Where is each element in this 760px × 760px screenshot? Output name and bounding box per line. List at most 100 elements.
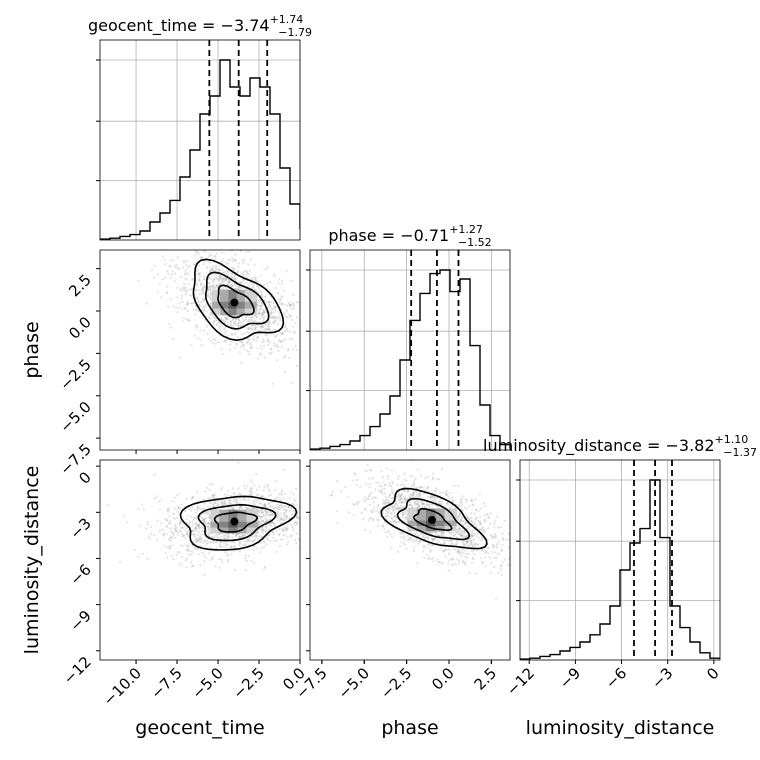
sample-point	[178, 563, 181, 567]
sample-point	[158, 508, 161, 511]
sample-point	[230, 324, 233, 327]
sample-point	[475, 517, 478, 520]
sample-point	[169, 547, 172, 550]
sample-point	[463, 530, 466, 534]
sample-point	[273, 321, 276, 324]
sample-point	[184, 544, 188, 548]
sample-point	[462, 540, 466, 543]
sample-point	[415, 494, 418, 497]
sample-point	[497, 526, 500, 529]
sample-point	[202, 299, 205, 302]
sample-point	[228, 279, 231, 282]
sample-point	[471, 557, 474, 560]
sample-point	[391, 491, 394, 494]
sample-point	[254, 538, 257, 542]
sample-point	[455, 536, 458, 539]
sample-point	[262, 316, 265, 319]
sample-point	[470, 512, 473, 515]
sample-point	[295, 523, 299, 526]
sample-point	[283, 505, 286, 508]
sample-point	[398, 507, 402, 510]
sample-point	[368, 494, 371, 497]
sample-point	[207, 295, 210, 298]
sample-point	[206, 510, 209, 514]
sample-point	[178, 520, 181, 523]
sample-point	[206, 294, 209, 297]
sample-point	[194, 288, 197, 292]
sample-point	[479, 515, 482, 518]
sample-point	[197, 524, 200, 527]
sample-point	[261, 527, 264, 530]
sample-point	[190, 497, 193, 500]
sample-point	[230, 320, 233, 323]
sample-point	[238, 507, 241, 510]
sample-point	[277, 512, 280, 515]
sample-point	[183, 306, 187, 309]
sample-point	[213, 501, 216, 504]
sample-point	[234, 505, 237, 508]
sample-point	[465, 522, 468, 525]
sample-point	[193, 529, 196, 532]
sample-point	[292, 307, 295, 310]
sample-point	[473, 543, 476, 546]
sample-point	[274, 315, 278, 318]
sample-point	[142, 508, 146, 511]
x-tick-label-luminosity-distance: 0	[703, 664, 722, 683]
sample-point	[460, 534, 463, 537]
sample-point	[166, 270, 169, 273]
sample-point	[254, 328, 257, 331]
sample-point	[501, 543, 504, 546]
sample-point	[393, 506, 396, 509]
sample-point	[355, 501, 359, 504]
sample-point	[500, 563, 503, 567]
sample-point	[295, 365, 299, 368]
sample-point	[291, 319, 294, 322]
sample-point	[428, 506, 431, 509]
sample-point	[224, 546, 228, 549]
sample-point	[233, 268, 236, 271]
sample-point	[219, 330, 222, 333]
sample-point	[162, 534, 165, 537]
sample-point	[263, 503, 266, 507]
sample-point	[264, 300, 267, 303]
sample-point	[284, 326, 287, 329]
sample-point	[393, 508, 396, 512]
sample-point	[209, 313, 212, 317]
sample-point	[380, 491, 383, 494]
sample-point	[261, 511, 264, 514]
sample-point	[233, 258, 236, 262]
sample-point	[263, 545, 266, 549]
sample-point	[457, 505, 460, 508]
sample-point	[457, 527, 460, 530]
sample-point	[201, 308, 204, 312]
sample-point	[185, 264, 188, 267]
sample-point	[203, 329, 206, 332]
sample-point	[496, 543, 499, 546]
sample-point	[220, 558, 223, 562]
sample-point	[167, 305, 170, 308]
sample-point	[166, 556, 169, 560]
sample-point	[261, 324, 264, 327]
sample-point	[242, 273, 245, 276]
sample-point	[403, 511, 406, 514]
sample-point	[248, 540, 251, 543]
sample-point	[269, 500, 272, 503]
xlabel-geocent-time: geocent_time	[135, 717, 264, 739]
sample-point	[213, 338, 217, 342]
sample-point	[242, 270, 245, 273]
sample-point	[284, 527, 287, 530]
sample-point	[187, 288, 190, 291]
sample-point	[388, 520, 391, 523]
sample-point	[267, 325, 270, 328]
sample-point	[279, 340, 282, 343]
sample-point	[429, 496, 432, 499]
sample-point	[507, 563, 510, 567]
sample-point	[379, 490, 382, 493]
sample-point	[207, 338, 210, 341]
sample-point	[468, 518, 471, 521]
sample-point	[456, 550, 459, 553]
sample-point	[471, 544, 474, 547]
sample-point	[230, 544, 233, 547]
sample-point	[233, 541, 236, 544]
sample-point	[247, 327, 250, 330]
